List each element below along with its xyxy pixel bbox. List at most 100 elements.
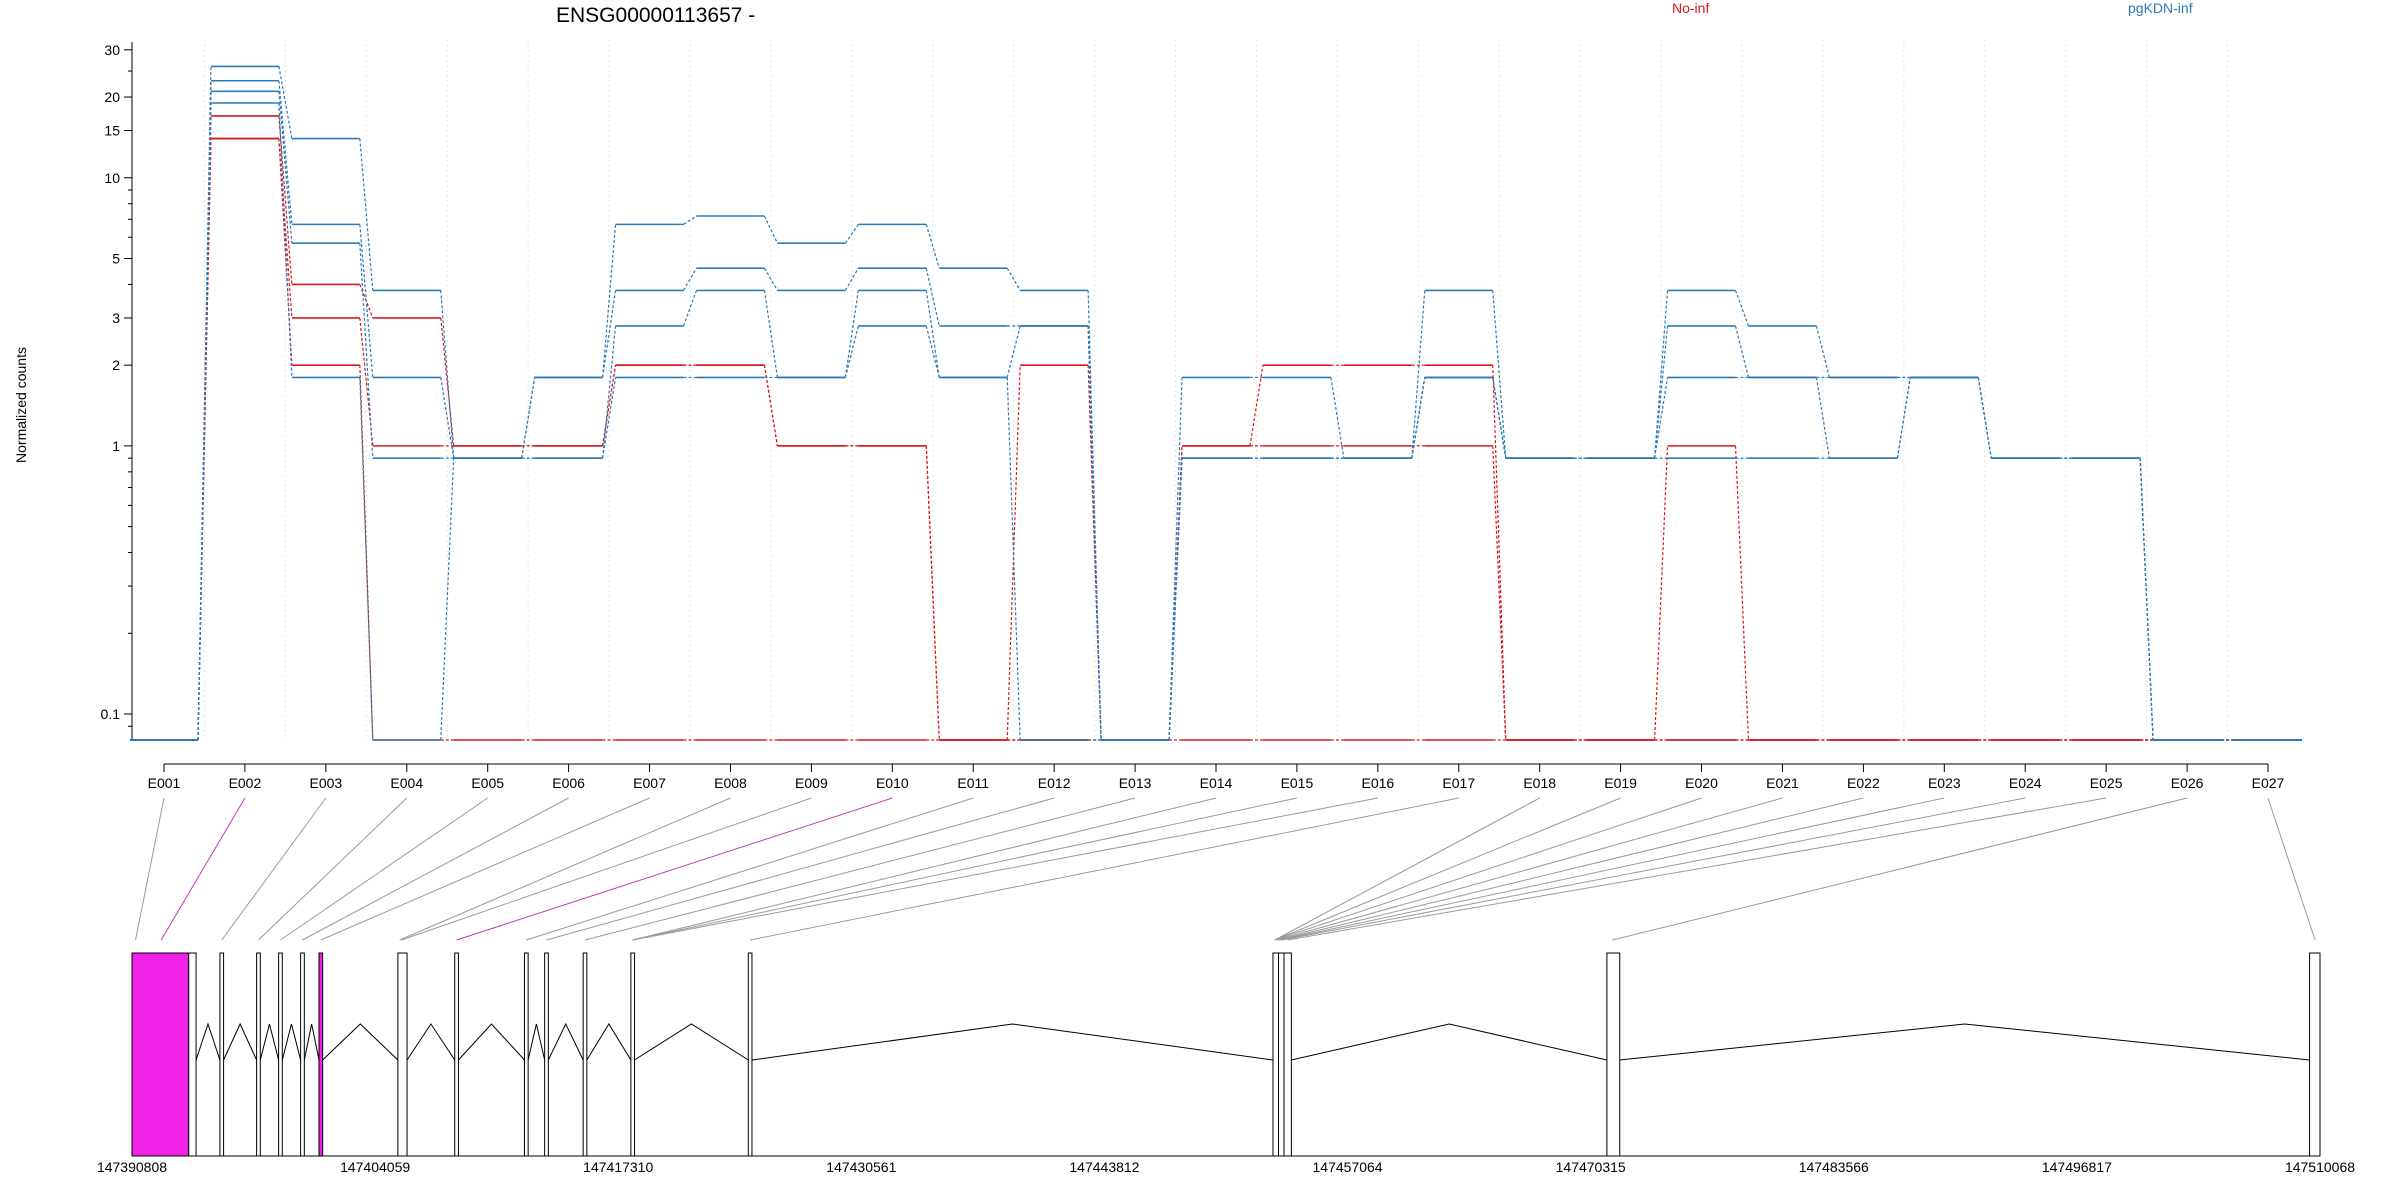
series-No-inf [130,137,2302,741]
series-connector [925,445,940,741]
series-connector [1087,325,1102,741]
exon-label-E002: E002 [229,775,262,791]
exon-block [582,952,588,1157]
exon-link-E006 [302,797,569,941]
exon-link-E007 [320,797,650,941]
series-connector [602,377,617,459]
series-connector [1168,458,1183,741]
series-connector [683,215,697,225]
series-connector [844,224,859,244]
x-axis: E001 E002 E003 E004 E005 E006 E007 E008 E009 E010… [148,763,2285,791]
exon-block [188,952,197,1157]
series-pgKDN-inf [130,65,2302,741]
series-connector [1654,377,1669,459]
exon-block [630,952,636,1157]
intron-line [634,1023,749,1061]
exon-link-E016 [632,797,1378,941]
exon-link-E026 [1612,797,2188,941]
series-connector [1896,377,1911,459]
series-connector [278,138,293,366]
series-connector [278,102,293,378]
series-connector [1654,290,1669,459]
exon-block [318,952,324,1157]
exon-link-E004 [258,797,408,941]
exon-label-E004: E004 [390,775,423,791]
exon-link-E023 [1280,797,1945,941]
series-connector [602,325,617,459]
series-connector [763,215,778,244]
y-tick-label: 15 [104,123,120,139]
series-connector [682,290,698,327]
exon-label-E020: E020 [1685,775,1718,791]
series-connector [1492,445,1507,741]
series-connector [925,325,940,378]
intron-line [406,1023,456,1061]
exon-block [747,952,753,1157]
exon-label-E010: E010 [876,775,909,791]
series-connector [1330,377,1345,459]
series-connector [440,458,455,741]
coordinate-label: 147417310 [583,1159,653,1175]
series-connector [763,267,778,291]
series-connector [602,290,617,378]
series-connector [763,365,778,446]
exon-block [131,952,190,1157]
exon-label-E009: E009 [795,775,828,791]
series-connector [1006,325,1021,378]
exon-link-E010 [456,797,893,941]
y-tick-label: 5 [112,250,120,266]
exon-label-E005: E005 [471,775,504,791]
exon-label-E019: E019 [1604,775,1637,791]
y-tick-label: 30 [104,42,120,58]
exon-block [523,952,529,1157]
exon-block [256,952,261,1157]
exon-block [1278,952,1285,1157]
exon-block [1606,952,1621,1157]
exon-label-E022: E022 [1847,775,1880,791]
series-connector [278,80,293,225]
exon-label-E015: E015 [1281,775,1314,791]
exon-label-E017: E017 [1442,775,1475,791]
legend-label-no-inf: No-inf [1672,0,1709,16]
intron-line [281,1023,302,1061]
series-connector [1977,377,1992,459]
coordinate-label: 147430561 [826,1159,896,1175]
series-connector [1006,267,1021,291]
exon-label-E013: E013 [1119,775,1152,791]
y-tick-label: 20 [104,89,120,105]
exon-block [2309,952,2321,1157]
intron-line [303,1023,320,1061]
series-connector [278,91,293,244]
intron-line [195,1022,221,1061]
exon-block [278,952,283,1157]
series-connector [602,365,617,446]
intron-line [527,1023,546,1061]
series-connector [844,267,859,291]
chart-title: ENSG00000113657 - [556,4,755,27]
intron-line [586,1023,632,1061]
exon-link-E025 [1287,797,2107,941]
exon-link-E020 [1274,797,1702,941]
series-connector [359,138,374,291]
exon-link-E027 [2267,797,2316,941]
intron-line [458,1023,525,1061]
exon-label-E023: E023 [1928,775,1961,791]
series-connector [359,224,374,378]
intron-line [322,1023,399,1061]
y-axis: 0.1 1 2 3 5 10 15 20 30 [101,42,133,740]
series-connector [1734,445,1750,741]
coordinate-label: 147443812 [1069,1159,1139,1175]
series-connector [1168,377,1183,741]
exon-block [300,952,305,1157]
exon-label-E006: E006 [552,775,585,791]
series-connector [683,267,697,291]
series-connector [1815,377,1830,459]
series-connector [521,377,536,459]
series-connector [278,66,293,139]
series-connector [1249,365,1264,446]
series-connector [440,290,455,459]
series-connector [278,115,293,285]
exon-label-E014: E014 [1200,775,1233,791]
exon-label-E003: E003 [309,775,342,791]
coordinate-label: 147390808 [97,1159,167,1175]
